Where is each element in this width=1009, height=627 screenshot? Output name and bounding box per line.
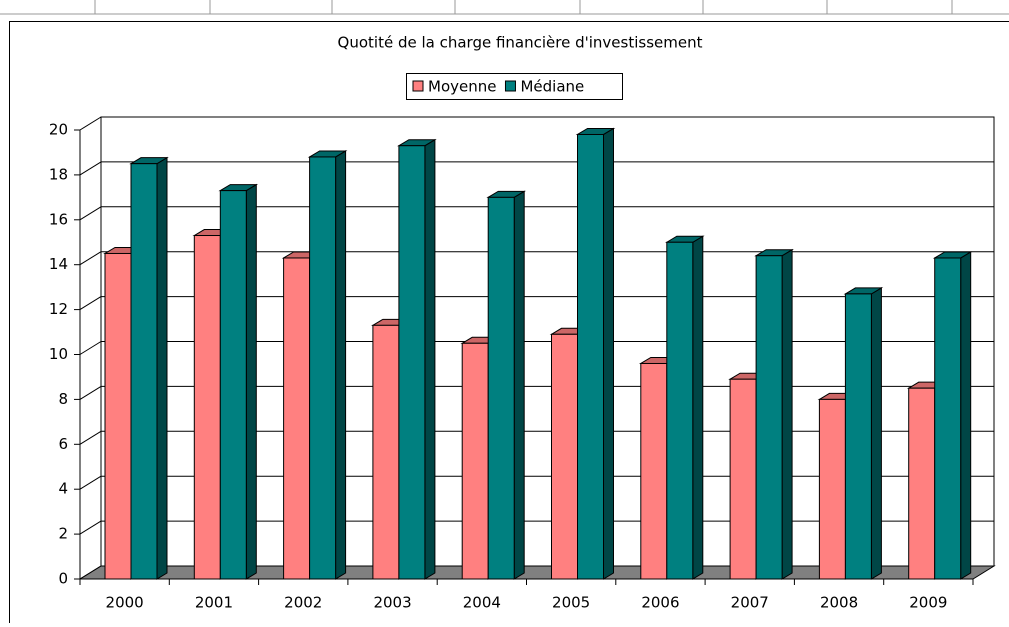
bar <box>756 256 782 579</box>
bar <box>105 253 131 579</box>
chart-title: Quotité de la charge financière d'invest… <box>338 34 703 52</box>
y-tick-label: 12 <box>49 300 68 318</box>
y-tick-label: 18 <box>49 165 68 183</box>
x-tick-label: 2007 <box>731 594 769 612</box>
legend-label: Médiane <box>520 78 584 96</box>
bar <box>310 157 336 579</box>
bar <box>220 191 246 579</box>
bar-side <box>157 158 167 579</box>
bar <box>935 258 961 579</box>
y-tick-label: 14 <box>49 255 68 273</box>
bar <box>667 242 693 579</box>
bar <box>730 379 756 579</box>
bar <box>462 343 488 579</box>
bar-side <box>693 236 703 579</box>
y-tick-label: 6 <box>58 435 68 453</box>
x-tick-label: 2002 <box>284 594 322 612</box>
legend-swatch <box>413 81 423 91</box>
bar <box>909 388 935 579</box>
x-tick-label: 2005 <box>552 594 590 612</box>
bar <box>399 146 425 579</box>
bar <box>131 164 157 579</box>
y-tick-label: 8 <box>58 390 68 408</box>
bar-side <box>782 250 792 579</box>
bar-side <box>604 128 614 579</box>
y-tick-label: 4 <box>58 480 68 498</box>
legend-label: Moyenne <box>428 78 496 96</box>
bar-side <box>514 191 524 579</box>
x-tick-label: 2009 <box>909 594 947 612</box>
bar <box>194 236 220 579</box>
y-tick-label: 2 <box>58 525 68 543</box>
y-tick-label: 16 <box>49 210 68 228</box>
x-tick-label: 2004 <box>463 594 501 612</box>
bar <box>578 134 604 579</box>
bar <box>641 363 667 579</box>
bar-side <box>246 185 256 579</box>
bar <box>819 399 845 579</box>
bar-side <box>425 140 435 579</box>
bar <box>552 334 578 579</box>
y-tick-label: 10 <box>49 345 68 363</box>
bar-side <box>336 151 346 579</box>
bar <box>284 258 310 579</box>
x-tick-label: 2008 <box>820 594 858 612</box>
x-tick-label: 2000 <box>106 594 144 612</box>
bar <box>845 294 871 579</box>
y-tick-label: 0 <box>58 570 68 588</box>
bar-side <box>871 288 881 579</box>
x-tick-label: 2006 <box>641 594 679 612</box>
x-tick-label: 2003 <box>373 594 411 612</box>
x-tick-label: 2001 <box>195 594 233 612</box>
bar <box>488 197 514 579</box>
y-tick-label: 20 <box>49 121 68 139</box>
bar-side <box>961 252 971 579</box>
bar <box>373 325 399 579</box>
legend-swatch <box>505 81 515 91</box>
